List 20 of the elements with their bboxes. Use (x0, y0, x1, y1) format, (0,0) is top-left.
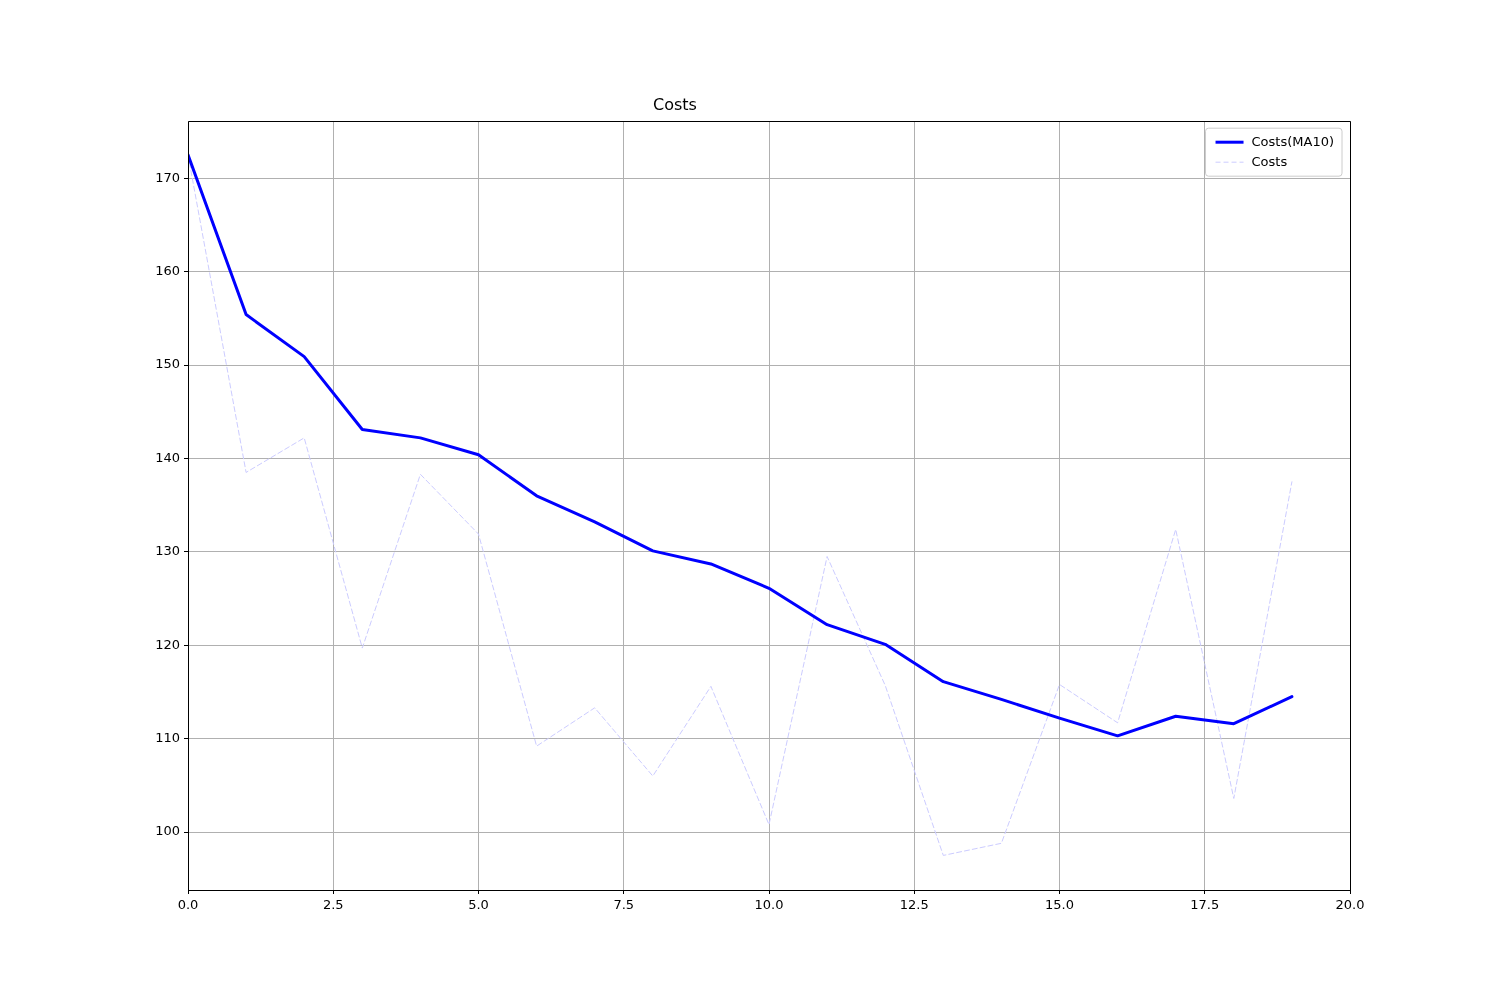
x-tick-label: 12.5 (899, 897, 929, 913)
y-tick-label: 130 (155, 543, 180, 559)
y-tick-label: 170 (155, 169, 180, 185)
legend-label: Costs (1251, 153, 1288, 169)
y-tick-label: 100 (155, 823, 180, 839)
x-tick-label: 10.0 (754, 897, 784, 913)
y-tick-label: 160 (155, 262, 180, 278)
y-tick-label: 150 (155, 356, 180, 372)
x-tick-label: 15.0 (1045, 897, 1074, 913)
x-tick-label: 5.0 (468, 897, 489, 913)
x-tick-label: 7.5 (613, 897, 635, 913)
x-tick-label: 17.5 (1190, 897, 1220, 913)
chart-title: Costs (653, 94, 697, 114)
x-tick-label: 2.5 (322, 897, 344, 913)
y-tick-label: 140 (155, 449, 180, 465)
y-tick-label: 110 (155, 730, 180, 746)
x-tick-label: 20.0 (1335, 897, 1365, 913)
y-tick-label: 120 (155, 636, 180, 652)
legend-label: Costs(MA10) (1251, 133, 1334, 149)
x-tick-label: 0.0 (177, 897, 199, 913)
